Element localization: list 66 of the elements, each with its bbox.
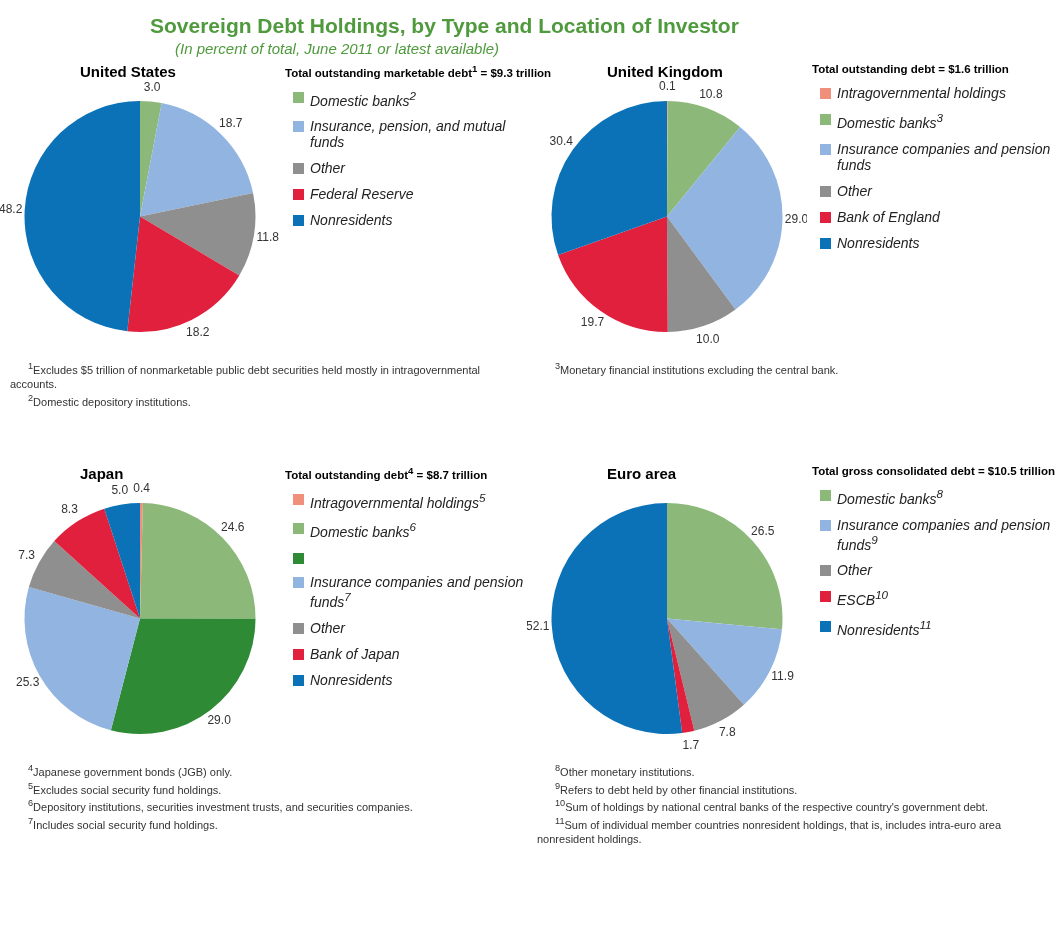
data-label: 26.5: [751, 523, 775, 538]
chart-title: United Kingdom: [607, 63, 723, 80]
data-label: 11.8: [256, 230, 280, 245]
chart-title: Euro area: [607, 465, 677, 482]
text: $^{2}$Domestic depository institutions.: [27, 391, 192, 409]
legend-label: Insurance, pension, and mutual funds: [310, 118, 507, 151]
legend-label: Federal Reserve: [310, 186, 414, 203]
legend-label: Bank of Japan: [310, 645, 400, 662]
data-label: 18.7: [219, 116, 243, 131]
data-label: 29.0: [784, 212, 809, 227]
text: $^{11}$Sum of individual member countries nonresident holdings, that is, includes intra-euro area nonresident holdings.: [537, 814, 1003, 846]
text: $^{3}$Monetary financial institutions excluding the central bank.: [554, 360, 840, 377]
legend-label: Bank of England: [837, 208, 940, 225]
legend-label: Intragovernmental holdings$^{5}$: [310, 490, 486, 511]
legend-label: Other: [837, 182, 873, 199]
text: $^{4}$Japanese government bonds (JGB) only.: [27, 762, 234, 779]
text: Sovereign Debt Holdings, by Type and Location of Investor: [150, 14, 740, 38]
data-label: 10.0: [696, 331, 720, 346]
data-label: 24.6: [221, 520, 245, 535]
legend-label: Nonresidents$^{11}$: [837, 617, 932, 638]
text: $^{7}$Includes social security fund holdings.: [27, 814, 219, 832]
text: $^{8}$Other monetary institutions.: [554, 762, 696, 779]
data-label: 0.4: [133, 481, 151, 496]
data-label: 1.7: [682, 738, 700, 753]
legend-label: Other: [310, 619, 346, 636]
legend-label: Nonresidents: [310, 212, 393, 229]
data-label: 5.0: [111, 482, 129, 497]
legend-label: Domestic banks$^{3}$: [837, 111, 944, 131]
data-label: 3.0: [143, 79, 161, 94]
data-label: 48.2: [0, 201, 23, 216]
data-label: 11.9: [771, 669, 795, 684]
data-label: 7.3: [18, 548, 36, 563]
chart-title: Japan: [80, 465, 124, 482]
text: $^{9}$Refers to debt held by other financial institutions.: [554, 779, 799, 797]
text: (In percent of total, June 2011 or latest available): [175, 40, 501, 57]
data-label: 25.3: [15, 675, 40, 690]
legend-label: Other: [310, 160, 346, 177]
data-label: 18.2: [186, 324, 210, 339]
legend-label: Domestic banks$^{6}$: [310, 520, 417, 541]
legend-label: Insurance companies and pension funds$^{9}$: [837, 516, 1052, 553]
text: $^{1}$Excludes $5 trillion of nonmarketable public debt securities held mostly in intragovernmental accounts.: [10, 360, 482, 391]
legend-label: Intragovernmental holdings: [837, 85, 1006, 101]
legend-title: Total outstanding debt = $1.6 trillion: [812, 63, 1010, 75]
legend-label: ESCB$^{10}$: [837, 588, 889, 608]
legend-label: Domestic banks$^{8}$: [837, 487, 944, 507]
data-label: 29.0: [207, 713, 232, 728]
data-label: 52.1: [526, 619, 550, 634]
text: $^{10}$Sum of holdings by national central banks of the respective country's government debt.: [554, 797, 989, 814]
chart-title: United States: [80, 63, 176, 80]
data-label: 10.8: [699, 86, 723, 101]
data-label: 30.4: [549, 134, 574, 149]
legend-label: Insurance companies and pension funds$^{7}$: [310, 574, 525, 610]
legend-label: Nonresidents: [310, 671, 393, 688]
legend-label: Other: [837, 562, 873, 579]
legend-title: Total gross consolidated debt = $10.5 trillion: [812, 465, 1055, 477]
legend-label: Nonresidents: [837, 234, 920, 251]
data-label: 8.3: [61, 502, 79, 517]
data-label: 7.8: [718, 725, 736, 740]
text: $^{5}$Excludes social security fund holdings.: [27, 779, 223, 797]
text: $^{6}$Depository institutions, securities investment trusts, and securities companies.: [27, 797, 414, 814]
data-label: 19.7: [580, 314, 605, 329]
legend-title: Total outstanding marketable debt$^{1}$ = $9.3 trillion: [285, 63, 552, 79]
data-label: 0.1: [659, 79, 677, 94]
legend-label: Insurance companies and pension funds: [837, 140, 1052, 173]
legend-title: Total outstanding debt$^{4}$ = $8.7 trillion: [285, 465, 489, 481]
legend-label: Domestic banks$^{2}$: [310, 88, 417, 109]
